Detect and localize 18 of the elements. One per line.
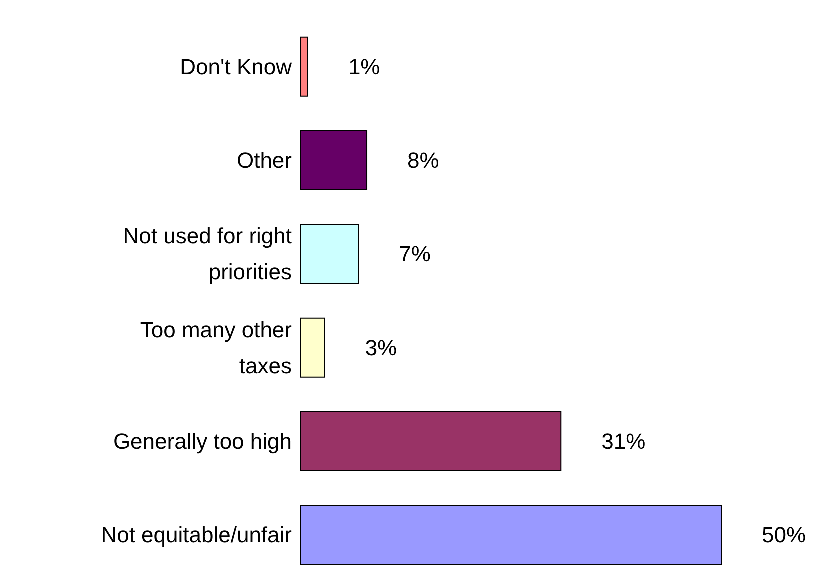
y-tick-label: Too many other taxes [140, 317, 292, 378]
data-label: 50% [762, 522, 806, 548]
bar [300, 505, 722, 566]
bar [300, 412, 562, 472]
bar [300, 130, 368, 190]
bar [300, 36, 308, 97]
data-label: 7% [399, 242, 431, 267]
y-tick-label: Not equitable/unfair [101, 522, 292, 548]
bar [300, 318, 326, 378]
data-label: 3% [365, 335, 398, 360]
data-label: 31% [602, 429, 646, 454]
y-tick-label: Other [236, 148, 292, 173]
bar [300, 224, 360, 284]
y-tick-label: Don't Know [180, 54, 292, 80]
data-label: 1% [348, 54, 380, 80]
y-tick-label: Not used for right priorities [123, 224, 292, 285]
data-label: 8% [408, 148, 440, 173]
y-tick-label: Generally too high [113, 429, 292, 454]
